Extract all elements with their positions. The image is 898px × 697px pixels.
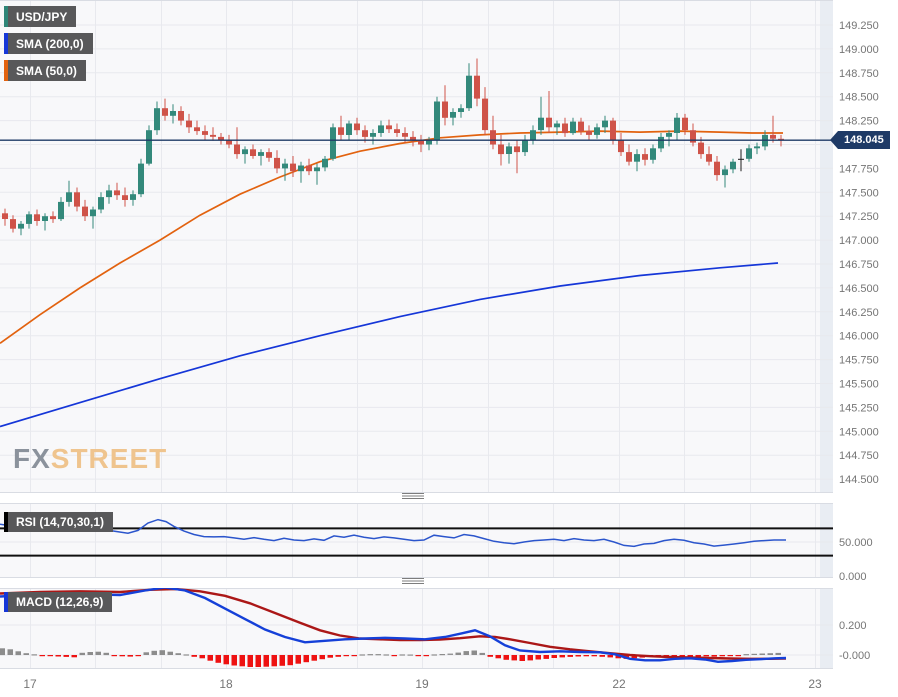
svg-text:19: 19 [415,677,429,691]
svg-text:146.750: 146.750 [839,259,879,271]
svg-text:0.000: 0.000 [839,571,867,583]
svg-text:145.250: 145.250 [839,402,879,414]
rsi-legend-badge[interactable]: RSI (14,70,30,1) [4,512,114,532]
rsi-label: RSI (14,70,30,1) [16,515,105,529]
sma200-color-bar [4,33,8,54]
svg-text:145.000: 145.000 [839,426,879,438]
watermark-fx: FX [13,443,51,474]
svg-text:144.750: 144.750 [839,450,879,462]
sma200-label: SMA (200,0) [16,36,84,51]
symbol-color-bar [4,6,8,27]
symbol-label: USD/JPY [16,9,68,24]
svg-text:146.000: 146.000 [839,331,879,343]
svg-text:149.000: 149.000 [839,44,879,56]
svg-text:148.500: 148.500 [839,92,879,104]
macd-legend-badge[interactable]: MACD (12,26,9) [4,592,113,612]
svg-text:149.250: 149.250 [839,20,879,32]
svg-text:146.250: 146.250 [839,307,879,319]
price-badge-value: 148.045 [838,131,890,149]
svg-text:50.000: 50.000 [839,537,873,549]
svg-text:145.500: 145.500 [839,379,879,391]
sma50-label: SMA (50,0) [16,63,77,78]
fxstreet-watermark: FXSTREET [13,443,167,475]
svg-text:147.750: 147.750 [839,163,879,175]
sma200-legend-badge[interactable]: SMA (200,0) [4,33,93,54]
watermark-street: STREET [50,443,168,474]
rsi-color-bar [4,512,8,532]
svg-text:144.500: 144.500 [839,474,879,486]
svg-text:-0.000: -0.000 [839,650,870,662]
rsi-panel-resize-handle[interactable] [402,493,424,500]
svg-text:22: 22 [612,677,626,691]
svg-text:148.750: 148.750 [839,68,879,80]
sma50-legend-badge[interactable]: SMA (50,0) [4,60,86,81]
svg-text:18: 18 [219,677,233,691]
svg-text:146.500: 146.500 [839,283,879,295]
svg-text:17: 17 [23,677,37,691]
svg-text:148.250: 148.250 [839,116,879,128]
svg-text:147.500: 147.500 [839,187,879,199]
svg-text:147.250: 147.250 [839,211,879,223]
svg-text:0.200: 0.200 [839,620,867,632]
sma50-color-bar [4,60,8,81]
svg-text:145.750: 145.750 [839,355,879,367]
symbol-legend-badge[interactable]: USD/JPY [4,6,77,27]
svg-text:147.000: 147.000 [839,235,879,247]
svg-text:23: 23 [808,677,822,691]
macd-color-bar [4,592,8,612]
current-price-badge: 148.045 [830,131,890,149]
macd-label: MACD (12,26,9) [16,595,104,609]
macd-panel-resize-handle[interactable] [402,578,424,585]
price-badge-arrow-icon [830,131,838,149]
